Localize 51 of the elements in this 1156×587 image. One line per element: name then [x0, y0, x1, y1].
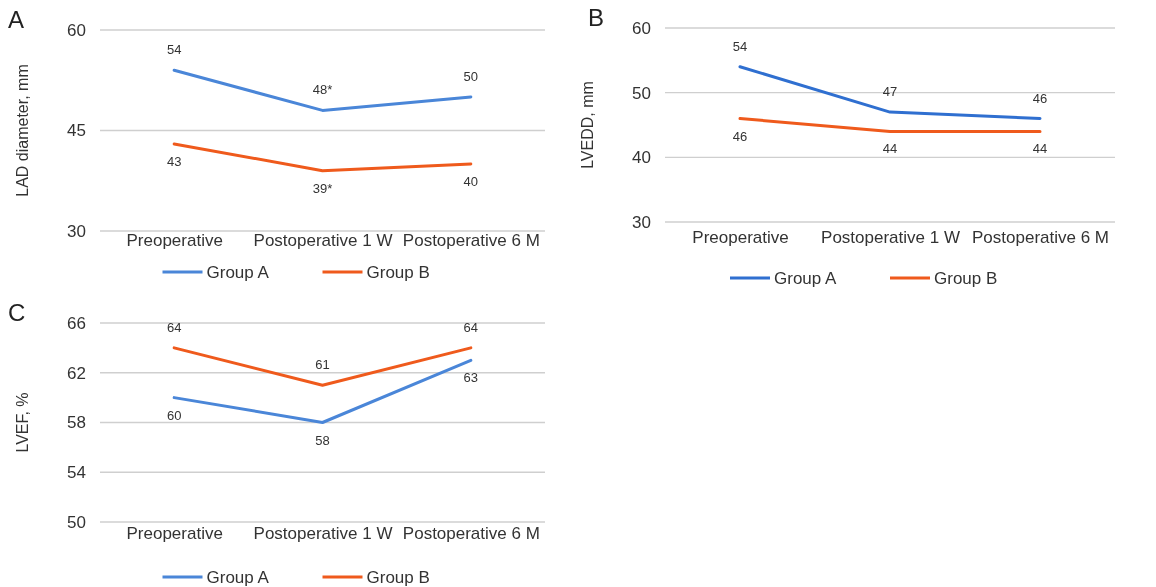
x-tick-label: Postoperative 1 W — [821, 228, 960, 248]
y-tick-label: 54 — [67, 463, 86, 483]
y-axis-title: LVEF, % — [14, 392, 31, 453]
y-tick-label: 62 — [67, 363, 86, 383]
legend-label: Group A — [774, 269, 838, 288]
data-label: 54 — [732, 38, 748, 54]
data-label: 47 — [882, 84, 898, 100]
y-tick-label: 58 — [67, 413, 86, 433]
x-tick-label: Postoperative 6 M — [402, 231, 540, 251]
y-tick-label: 40 — [632, 148, 651, 168]
x-tick-label: Postoperative 1 W — [253, 231, 393, 251]
data-label: 60 — [166, 407, 182, 423]
y-tick-label: 60 — [67, 20, 86, 40]
x-tick-label: Preoperative — [126, 524, 223, 544]
x-tick-label: Preoperative — [692, 228, 789, 248]
y-tick-label: 60 — [632, 18, 651, 38]
chart-title: B — [588, 4, 605, 31]
x-tick-label: Postoperative 1 W — [253, 524, 393, 544]
data-label: 63 — [463, 370, 479, 386]
y-tick-label: 30 — [67, 221, 86, 241]
x-tick-label: Postoperative 6 M — [971, 228, 1110, 248]
data-label: 43 — [166, 153, 182, 169]
chart-title: C — [8, 299, 26, 326]
data-label: 54 — [166, 42, 182, 58]
legend-label: Group A — [206, 263, 270, 282]
data-label: 64 — [166, 319, 182, 335]
data-label: 58 — [315, 432, 330, 448]
data-label: 64 — [463, 319, 479, 335]
y-axis-title: LVEDD, mm — [579, 81, 596, 169]
data-label: 50 — [463, 69, 479, 84]
y-tick-label: 66 — [67, 313, 86, 333]
data-label: 44 — [1032, 141, 1048, 157]
y-tick-label: 30 — [632, 212, 651, 232]
data-label: 61 — [315, 357, 330, 373]
data-label: 39* — [312, 180, 333, 196]
legend-label: Group B — [366, 568, 430, 587]
x-tick-label: Postoperative 6 M — [402, 524, 540, 544]
legend-label: Group B — [366, 263, 430, 282]
data-label: 48* — [312, 82, 333, 98]
y-tick-label: 50 — [632, 83, 651, 103]
data-label: 44 — [882, 141, 898, 157]
data-label: 46 — [732, 128, 748, 144]
data-label: 46 — [1032, 90, 1048, 106]
y-tick-label: 45 — [67, 121, 86, 141]
legend-label: Group A — [206, 568, 270, 587]
y-axis-title: LAD diameter, mm — [14, 64, 31, 197]
legend-label: Group B — [934, 269, 998, 288]
x-tick-label: Preoperative — [126, 231, 223, 251]
y-tick-label: 50 — [67, 512, 86, 532]
chart-title: A — [8, 6, 25, 33]
data-label: 40 — [463, 174, 479, 189]
